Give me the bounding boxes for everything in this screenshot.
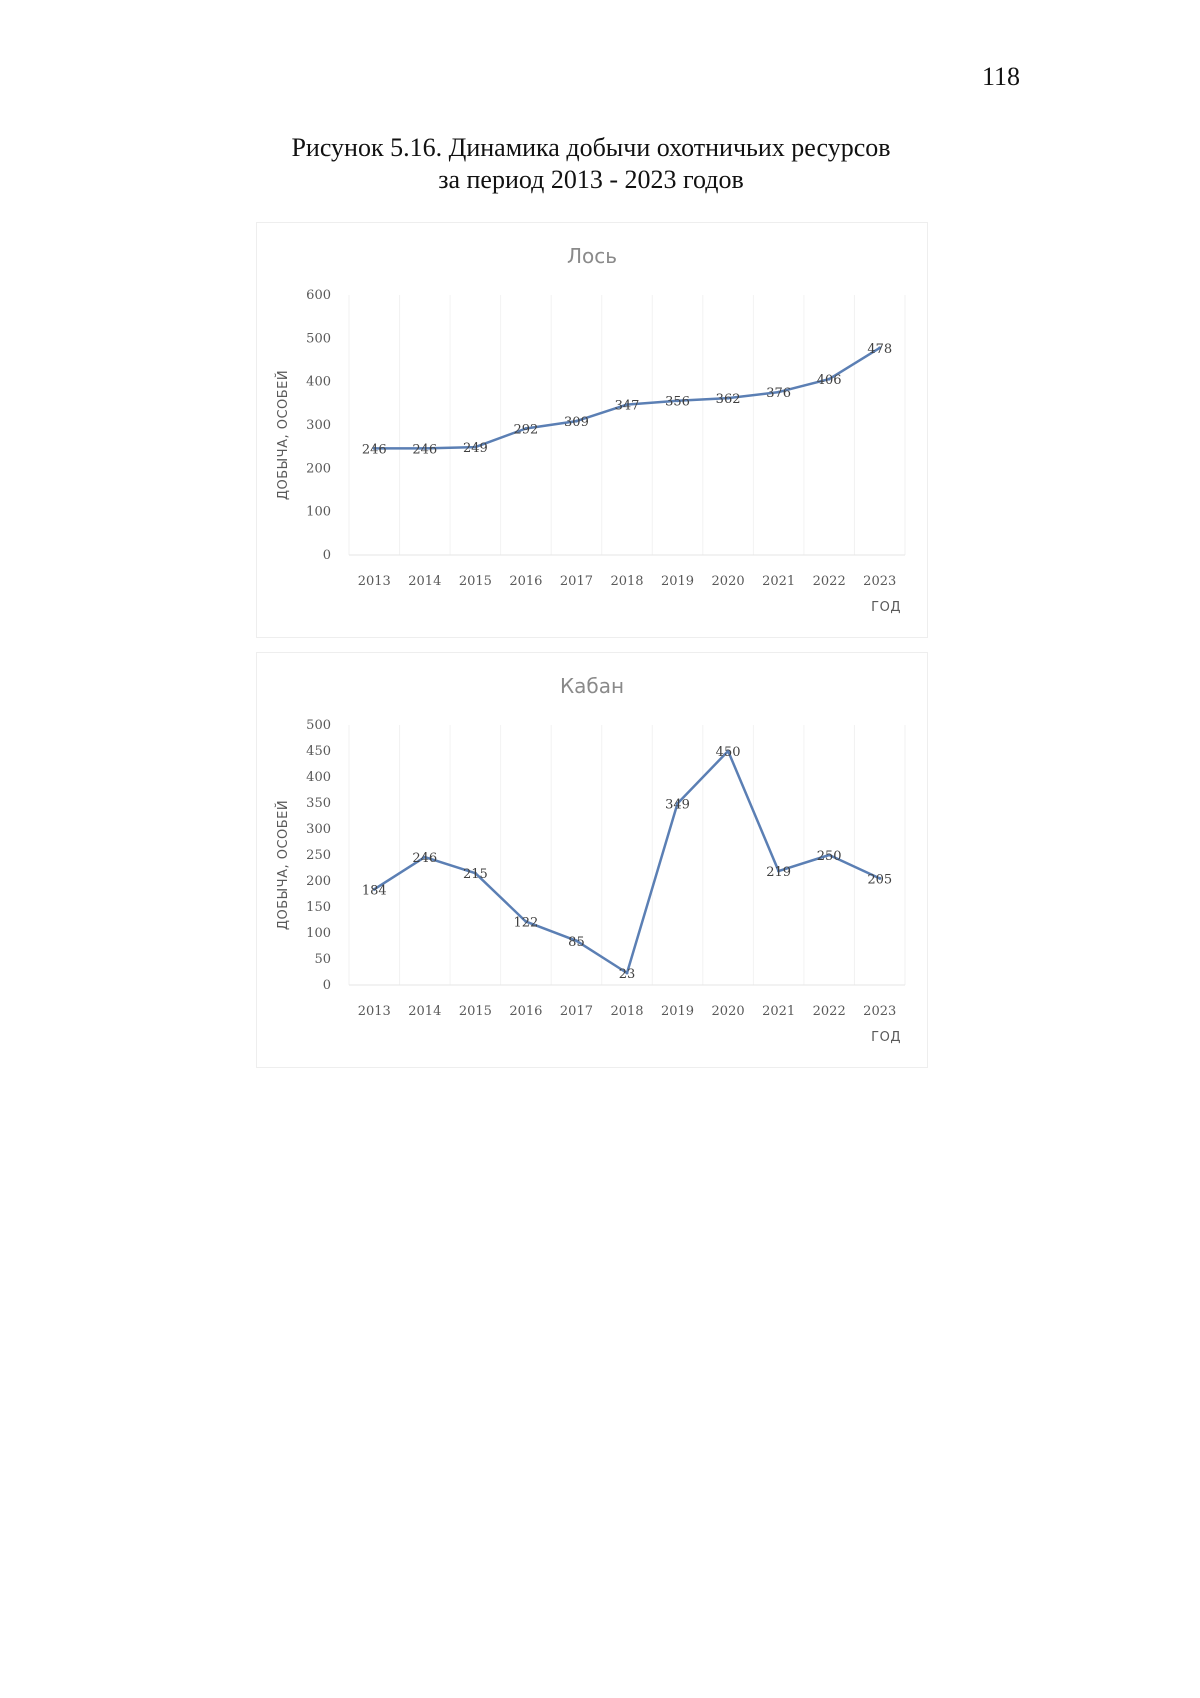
los-data-point bbox=[676, 399, 680, 403]
kaban-data-label: 349 bbox=[665, 798, 690, 813]
kaban-data-point bbox=[372, 887, 376, 891]
los-data-label: 309 bbox=[564, 415, 589, 430]
kaban-chart-title: Кабан bbox=[560, 674, 624, 698]
kaban-y-tick-label: 150 bbox=[306, 900, 331, 915]
los-x-tick-label: 2013 bbox=[358, 574, 391, 589]
los-data-point bbox=[524, 426, 528, 430]
kaban-x-tick-label: 2017 bbox=[560, 1004, 593, 1019]
los-data-point bbox=[777, 390, 781, 394]
chart-los: Лось 0 100 200 300 400 500 600 2013 2014 2015 2016 2… bbox=[256, 222, 928, 638]
los-x-tick-label: 2019 bbox=[661, 574, 694, 589]
kaban-data-point bbox=[827, 853, 831, 857]
los-y-axis-title: ДОБЫЧА, ОСОБЕЙ bbox=[275, 370, 291, 500]
kaban-y-tick-label: 450 bbox=[306, 744, 331, 759]
los-data-label: 246 bbox=[362, 442, 387, 457]
kaban-x-tick-label: 2014 bbox=[408, 1004, 441, 1019]
kaban-data-label: 450 bbox=[716, 745, 741, 760]
kaban-data-label: 122 bbox=[513, 916, 538, 931]
los-data-point bbox=[827, 377, 831, 381]
kaban-data-label: 23 bbox=[619, 967, 636, 982]
kaban-y-tick-label: 200 bbox=[306, 874, 331, 889]
los-x-tick-label: 2018 bbox=[610, 574, 643, 589]
los-x-tick-label: 2020 bbox=[712, 574, 745, 589]
los-x-tick-label: 2021 bbox=[762, 574, 795, 589]
kaban-y-tick-label: 300 bbox=[306, 822, 331, 837]
kaban-y-tick-label: 350 bbox=[306, 796, 331, 811]
kaban-y-axis-title: ДОБЫЧА, ОСОБЕЙ bbox=[275, 800, 291, 930]
kaban-data-point bbox=[726, 749, 730, 753]
kaban-data-point bbox=[878, 876, 882, 880]
kaban-y-tick-label: 100 bbox=[306, 926, 331, 941]
kaban-data-label: 250 bbox=[817, 849, 842, 864]
kaban-x-axis-title: ГОД bbox=[871, 1030, 901, 1045]
kaban-data-point bbox=[524, 920, 528, 924]
kaban-x-tick-label: 2023 bbox=[863, 1004, 896, 1019]
los-x-tick-label: 2014 bbox=[408, 574, 441, 589]
los-x-tick-label: 2016 bbox=[509, 574, 542, 589]
kaban-data-label: 85 bbox=[568, 935, 585, 950]
los-data-point bbox=[726, 396, 730, 400]
los-y-tick-label: 400 bbox=[306, 375, 331, 390]
los-data-label: 478 bbox=[867, 342, 892, 357]
caption-line-1: Рисунок 5.16. Динамика добычи охотничьих… bbox=[291, 133, 891, 162]
los-x-tick-label: 2017 bbox=[560, 574, 593, 589]
los-chart-title: Лось bbox=[567, 244, 617, 268]
kaban-x-tick-label: 2015 bbox=[459, 1004, 492, 1019]
kaban-x-tick-label: 2016 bbox=[509, 1004, 542, 1019]
kaban-data-label: 184 bbox=[362, 883, 387, 898]
kaban-data-label: 205 bbox=[867, 872, 892, 887]
chart-los-svg: Лось 0 100 200 300 400 500 600 2013 2014 2015 2016 2… bbox=[275, 244, 906, 615]
los-data-point bbox=[473, 445, 477, 449]
kaban-y-tick-label: 50 bbox=[314, 952, 331, 967]
kaban-data-point bbox=[676, 802, 680, 806]
los-data-point bbox=[372, 446, 376, 450]
kaban-x-tick-label: 2019 bbox=[661, 1004, 694, 1019]
kaban-data-label: 219 bbox=[766, 865, 791, 880]
los-y-tick-label: 600 bbox=[306, 288, 331, 303]
kaban-data-label: 215 bbox=[463, 867, 488, 882]
los-y-tick-label: 300 bbox=[306, 418, 331, 433]
chart-kaban: Кабан 0 50 100 150 200 250 300 350 400 450 500 2013 2… bbox=[256, 652, 928, 1068]
kaban-x-tick-label: 2013 bbox=[358, 1004, 391, 1019]
los-data-label: 356 bbox=[665, 395, 690, 410]
los-data-label: 249 bbox=[463, 441, 488, 456]
kaban-y-tick-label: 0 bbox=[323, 978, 331, 993]
los-y-tick-label: 500 bbox=[306, 331, 331, 346]
los-data-label: 292 bbox=[513, 422, 538, 437]
kaban-data-point bbox=[574, 939, 578, 943]
caption-line-2: за период 2013 - 2023 годов bbox=[438, 165, 744, 194]
los-data-point bbox=[878, 346, 882, 350]
los-y-tick-label: 100 bbox=[306, 505, 331, 520]
figure-caption: Рисунок 5.16. Динамика добычи охотничьих… bbox=[0, 132, 1182, 196]
kaban-data-point bbox=[473, 871, 477, 875]
kaban-y-tick-label: 400 bbox=[306, 770, 331, 785]
los-data-point bbox=[423, 446, 427, 450]
los-data-label: 362 bbox=[716, 392, 741, 407]
los-data-label: 246 bbox=[412, 442, 437, 457]
los-data-point bbox=[574, 419, 578, 423]
page-number: 118 bbox=[981, 62, 1020, 91]
kaban-x-tick-label: 2022 bbox=[813, 1004, 846, 1019]
los-data-label: 406 bbox=[817, 373, 842, 388]
los-x-axis-title: ГОД bbox=[871, 600, 901, 615]
kaban-y-tick-label: 250 bbox=[306, 848, 331, 863]
chart-kaban-svg: Кабан 0 50 100 150 200 250 300 350 400 450 500 2013 2… bbox=[275, 674, 906, 1045]
kaban-x-tick-label: 2020 bbox=[712, 1004, 745, 1019]
los-x-tick-label: 2022 bbox=[813, 574, 846, 589]
kaban-data-label: 246 bbox=[412, 851, 437, 866]
kaban-y-tick-label: 500 bbox=[306, 718, 331, 733]
los-data-point bbox=[625, 403, 629, 407]
kaban-x-tick-label: 2021 bbox=[762, 1004, 795, 1019]
kaban-data-point bbox=[625, 971, 629, 975]
los-data-label: 376 bbox=[766, 386, 791, 401]
kaban-x-tick-label: 2018 bbox=[610, 1004, 643, 1019]
los-y-tick-label: 200 bbox=[306, 461, 331, 476]
los-x-tick-label: 2023 bbox=[863, 574, 896, 589]
los-y-tick-label: 0 bbox=[323, 548, 331, 563]
kaban-data-point bbox=[423, 855, 427, 859]
los-data-label: 347 bbox=[615, 399, 640, 414]
los-x-tick-label: 2015 bbox=[459, 574, 492, 589]
kaban-data-point bbox=[777, 869, 781, 873]
